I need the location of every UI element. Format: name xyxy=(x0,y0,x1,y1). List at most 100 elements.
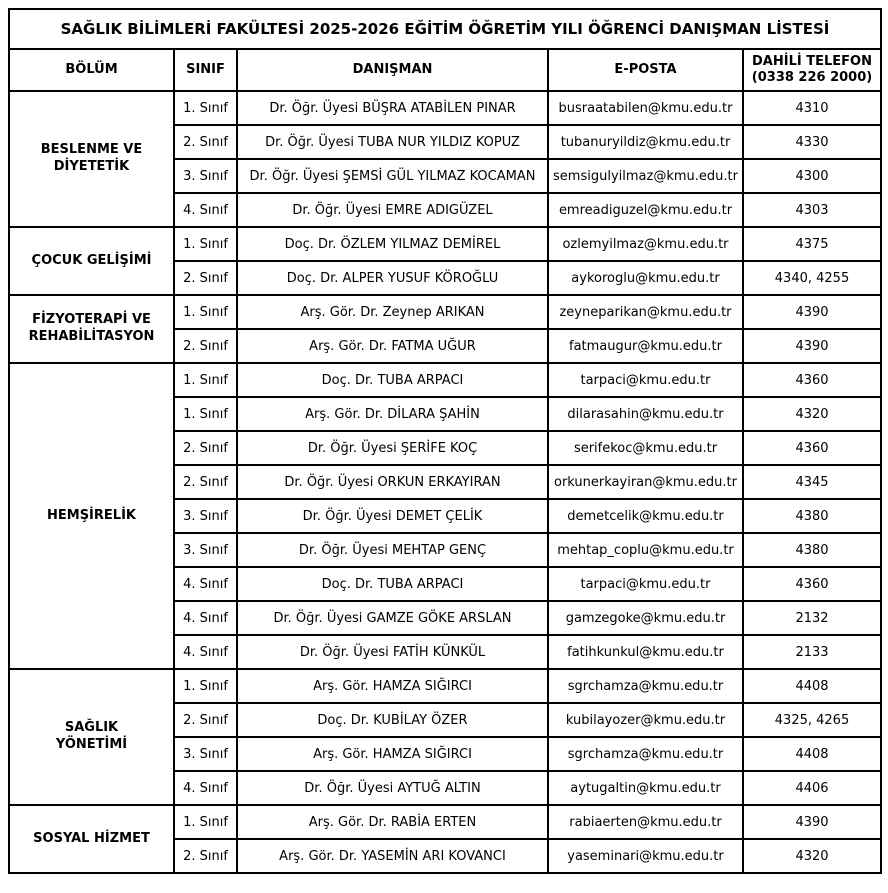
email-cell: fatmaugur@kmu.edu.tr xyxy=(547,328,744,364)
table-row: 2. Sınıf Dr. Öğr. Üyesi TUBA NUR YILDIZ K… xyxy=(9,124,882,160)
email-cell: rabiaerten@kmu.edu.tr xyxy=(547,804,744,840)
advisor-table: SAĞLIK BİLİMLERİ FAKÜLTESİ 2025-2026 EĞİ… xyxy=(8,8,882,874)
email-cell: semsigulyilmaz@kmu.edu.tr xyxy=(547,158,744,194)
class-cell: 2. Sınıf xyxy=(173,430,238,466)
email-cell: tarpaci@kmu.edu.tr xyxy=(547,566,744,602)
class-cell: 3. Sınıf xyxy=(173,532,238,568)
email-cell: aytugaltin@kmu.edu.tr xyxy=(547,770,744,806)
table-row: 4. Sınıf Dr. Öğr. Üyesi AYTUĞ ALTIN aytuga… xyxy=(9,770,882,806)
class-cell: 3. Sınıf xyxy=(173,498,238,534)
phone-cell: 4320 xyxy=(742,838,882,874)
table-row: 4. Sınıf Doç. Dr. TUBA ARPACI tarpaci@kmu.… xyxy=(9,566,882,602)
table-row: 3. Sınıf Dr. Öğr. Üyesi DEMET ÇELİK demetc… xyxy=(9,498,882,534)
email-cell: yaseminari@kmu.edu.tr xyxy=(547,838,744,874)
email-cell: gamzegoke@kmu.edu.tr xyxy=(547,600,744,636)
advisor-cell: Doç. Dr. KUBİLAY ÖZER xyxy=(236,702,549,738)
email-cell: zeyneparikan@kmu.edu.tr xyxy=(547,294,744,330)
phone-cell: 4380 xyxy=(742,498,882,534)
document-sheet: SAĞLIK BİLİMLERİ FAKÜLTESİ 2025-2026 EĞİ… xyxy=(8,8,882,874)
class-cell: 1. Sınıf xyxy=(173,226,238,262)
table-row: 2. Sınıf Doç. Dr. ALPER YUSUF KÖROĞLU ayko… xyxy=(9,260,882,296)
table-body: BESLENME VE DİYETETİK 1. Sınıf Dr. Öğr. Üy… xyxy=(8,90,882,874)
phone-cell: 4360 xyxy=(742,566,882,602)
class-cell: 3. Sınıf xyxy=(173,736,238,772)
email-cell: busraatabilen@kmu.edu.tr xyxy=(547,90,744,126)
table-row: 2. Sınıf Dr. Öğr. Üyesi ORKUN ERKAYIRAN or… xyxy=(9,464,882,500)
advisor-cell: Dr. Öğr. Üyesi MEHTAP GENÇ xyxy=(236,532,549,568)
phone-cell: 4300 xyxy=(742,158,882,194)
email-cell: tubanuryildiz@kmu.edu.tr xyxy=(547,124,744,160)
table-row: 2. Sınıf Dr. Öğr. Üyesi ŞERİFE KOÇ serifek… xyxy=(9,430,882,466)
class-cell: 2. Sınıf xyxy=(173,702,238,738)
phone-cell: 4345 xyxy=(742,464,882,500)
advisor-cell: Dr. Öğr. Üyesi BÜŞRA ATABİLEN PINAR xyxy=(236,90,549,126)
class-cell: 4. Sınıf xyxy=(173,192,238,228)
email-cell: ozlemyilmaz@kmu.edu.tr xyxy=(547,226,744,262)
class-cell: 2. Sınıf xyxy=(173,838,238,874)
class-cell: 1. Sınıf xyxy=(173,396,238,432)
table-row: 1. Sınıf Arş. Gör. Dr. DİLARA ŞAHİN dilara… xyxy=(9,396,882,432)
table-row: 3. Sınıf Dr. Öğr. Üyesi ŞEMSİ GÜL YILMAZ … xyxy=(9,158,882,194)
class-cell: 1. Sınıf xyxy=(173,668,238,704)
advisor-cell: Arş. Gör. Dr. FATMA UĞUR xyxy=(236,328,549,364)
page-title: SAĞLIK BİLİMLERİ FAKÜLTESİ 2025-2026 EĞİ… xyxy=(8,8,882,50)
table-row: BESLENME VE DİYETETİK 1. Sınıf Dr. Öğr. Üy… xyxy=(8,90,882,228)
class-cell: 4. Sınıf xyxy=(173,566,238,602)
class-cell: 2. Sınıf xyxy=(173,124,238,160)
class-cell: 3. Sınıf xyxy=(173,158,238,194)
email-cell: sgrchamza@kmu.edu.tr xyxy=(547,736,744,772)
class-cell: 2. Sınıf xyxy=(173,260,238,296)
phone-cell: 4390 xyxy=(742,804,882,840)
department-cell: HEMŞİRELİK xyxy=(8,362,175,670)
column-header-email: E-POSTA xyxy=(547,48,744,92)
table-row: 2. Sınıf Arş. Gör. Dr. YASEMİN ARI KOVANC… xyxy=(9,838,882,874)
table-row: 4. Sınıf Dr. Öğr. Üyesi GAMZE GÖKE ARSLAN… xyxy=(9,600,882,636)
phone-cell: 2133 xyxy=(742,634,882,670)
advisor-cell: Arş. Gör. HAMZA SIĞIRCI xyxy=(236,736,549,772)
class-cell: 2. Sınıf xyxy=(173,464,238,500)
advisor-cell: Dr. Öğr. Üyesi GAMZE GÖKE ARSLAN xyxy=(236,600,549,636)
advisor-cell: Dr. Öğr. Üyesi TUBA NUR YILDIZ KOPUZ xyxy=(236,124,549,160)
email-cell: tarpaci@kmu.edu.tr xyxy=(547,362,744,398)
advisor-cell: Arş. Gör. Dr. Zeynep ARIKAN xyxy=(236,294,549,330)
advisor-cell: Dr. Öğr. Üyesi ŞERİFE KOÇ xyxy=(236,430,549,466)
advisor-cell: Dr. Öğr. Üyesi DEMET ÇELİK xyxy=(236,498,549,534)
table-row: 2. Sınıf Doç. Dr. KUBİLAY ÖZER kubilayozer… xyxy=(9,702,882,738)
phone-cell: 4406 xyxy=(742,770,882,806)
class-cell: 1. Sınıf xyxy=(173,294,238,330)
advisor-cell: Arş. Gör. HAMZA SIĞIRCI xyxy=(236,668,549,704)
phone-cell: 4325, 4265 xyxy=(742,702,882,738)
class-cell: 4. Sınıf xyxy=(173,634,238,670)
table-row: FİZYOTERAPİ VE REHABİLİTASYON 1. Sınıf Arş… xyxy=(8,294,882,364)
phone-cell: 4360 xyxy=(742,430,882,466)
phone-cell: 4408 xyxy=(742,668,882,704)
column-header-phone: DAHİLİ TELEFON (0338 226 2000) xyxy=(742,48,882,92)
phone-cell: 4330 xyxy=(742,124,882,160)
advisor-cell: Arş. Gör. Dr. RABİA ERTEN xyxy=(236,804,549,840)
department-cell: SAĞLIK YÖNETİMİ xyxy=(8,668,175,806)
class-cell: 1. Sınıf xyxy=(173,90,238,126)
table-row: 4. Sınıf Dr. Öğr. Üyesi FATİH KÜNKÜL fatih… xyxy=(9,634,882,670)
email-cell: emreadiguzel@kmu.edu.tr xyxy=(547,192,744,228)
phone-cell: 4340, 4255 xyxy=(742,260,882,296)
column-header-advisor: DANIŞMAN xyxy=(236,48,549,92)
table-row: ÇOCUK GELİŞİMİ 1. Sınıf Doç. Dr. ÖZLEM YIL… xyxy=(8,226,882,296)
email-cell: fatihkunkul@kmu.edu.tr xyxy=(547,634,744,670)
table-row: 3. Sınıf Dr. Öğr. Üyesi MEHTAP GENÇ mehtap… xyxy=(9,532,882,568)
column-header-department: BÖLÜM xyxy=(8,48,175,92)
advisor-cell: Arş. Gör. Dr. DİLARA ŞAHİN xyxy=(236,396,549,432)
table-row: SAĞLIK YÖNETİMİ 1. Sınıf Arş. Gör. HAMZA S… xyxy=(8,668,882,806)
title-row: SAĞLIK BİLİMLERİ FAKÜLTESİ 2025-2026 EĞİ… xyxy=(8,8,882,50)
phone-cell: 4320 xyxy=(742,396,882,432)
phone-cell: 4380 xyxy=(742,532,882,568)
email-cell: orkunerkayiran@kmu.edu.tr xyxy=(547,464,744,500)
column-header-class: SINIF xyxy=(173,48,238,92)
advisor-cell: Dr. Öğr. Üyesi FATİH KÜNKÜL xyxy=(236,634,549,670)
table-row: HEMŞİRELİK 1. Sınıf Doç. Dr. TUBA ARPACI ta… xyxy=(8,362,882,670)
class-cell: 4. Sınıf xyxy=(173,600,238,636)
table-row: SOSYAL HİZMET 1. Sınıf Arş. Gör. Dr. RABİA… xyxy=(8,804,882,874)
phone-cell: 4310 xyxy=(742,90,882,126)
table-row: 4. Sınıf Dr. Öğr. Üyesi EMRE ADIGÜZEL emre… xyxy=(9,192,882,228)
department-cell: FİZYOTERAPİ VE REHABİLİTASYON xyxy=(8,294,175,364)
phone-cell: 4303 xyxy=(742,192,882,228)
